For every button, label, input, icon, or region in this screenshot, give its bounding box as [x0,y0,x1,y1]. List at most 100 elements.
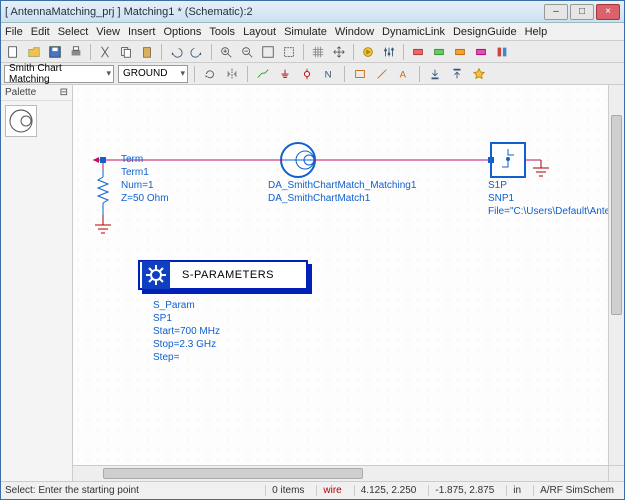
smith-label[interactable]: DA_SmithChartMatch_Matching1 DA_SmithCha… [268,179,416,205]
text-icon[interactable]: A [395,65,413,83]
menu-edit[interactable]: Edit [31,26,50,38]
ground-icon[interactable] [276,65,294,83]
line-icon[interactable] [373,65,391,83]
snp-t: S1P [488,179,610,192]
sparam-l2: SP1 [153,312,220,325]
separator-icon [211,44,212,60]
term-label[interactable]: Term Term1 Num=1 Z=50 Ohm [121,153,169,205]
tune-icon[interactable] [380,43,398,61]
sparam-gear-icon [142,261,170,289]
save-icon[interactable] [46,43,64,61]
menu-file[interactable]: File [5,26,23,38]
menu-insert[interactable]: Insert [128,26,156,38]
sparam-block[interactable]: S-PARAMETERS [138,260,308,290]
sparam-l4: Stop=2.3 GHz [153,338,220,351]
status-items: 0 items [265,485,310,496]
snp-file: File="C:\Users\Default\Ante [488,205,610,218]
library-icon[interactable] [493,43,511,61]
component-icon[interactable] [409,43,427,61]
close-button[interactable]: × [596,4,620,20]
menu-bar: File Edit Select View Insert Options Too… [1,23,624,41]
grid-icon[interactable] [309,43,327,61]
scrollbar-thumb-h[interactable] [103,468,363,479]
redo-icon[interactable] [188,43,206,61]
sparam-title: S-PARAMETERS [172,269,284,281]
menu-view[interactable]: View [96,26,120,38]
undo-icon[interactable] [167,43,185,61]
menu-designguide[interactable]: DesignGuide [453,26,517,38]
menu-layout[interactable]: Layout [243,26,276,38]
titlebar: [ AntennaMatching_prj ] Matching1 * (Sch… [1,1,624,23]
separator-icon [194,66,195,82]
palette-title: Palette [5,87,36,98]
zoom-in-icon[interactable] [217,43,235,61]
menu-select[interactable]: Select [58,26,89,38]
push-icon[interactable] [426,65,444,83]
palette-item-smith[interactable] [5,105,37,137]
component-combo[interactable]: GROUND [118,65,188,83]
term-z: Z=50 Ohm [121,192,169,205]
open-icon[interactable] [25,43,43,61]
component-combo-value: GROUND [123,68,167,79]
paste-icon[interactable] [138,43,156,61]
svg-text:N: N [325,69,332,80]
new-icon[interactable] [4,43,22,61]
name-icon[interactable]: N [320,65,338,83]
wire-icon[interactable] [254,65,272,83]
port-icon[interactable] [298,65,316,83]
sparam-l5: Step= [153,351,220,364]
maximize-button[interactable]: □ [570,4,594,20]
status-units: in [506,485,527,496]
rect-icon[interactable] [351,65,369,83]
menu-dynamiclink[interactable]: DynamicLink [382,26,445,38]
separator-icon [419,66,420,82]
term-num: Num=1 [121,179,169,192]
mirror-icon[interactable] [223,65,241,83]
zoom-fit-icon[interactable] [259,43,277,61]
rotate-icon[interactable] [201,65,219,83]
toolbar-main [1,41,624,63]
separator-icon [403,44,404,60]
menu-window[interactable]: Window [335,26,374,38]
star-icon[interactable] [470,65,488,83]
status-context: A/RF SimSchem [533,485,620,496]
status-mode: wire [316,485,347,496]
separator-icon [90,44,91,60]
snp-name: SNP1 [488,192,610,205]
simulate-icon[interactable] [359,43,377,61]
sparam-l3: Start=700 MHz [153,325,220,338]
component3-icon[interactable] [451,43,469,61]
print-icon[interactable] [67,43,85,61]
menu-tools[interactable]: Tools [209,26,235,38]
snp-label[interactable]: S1P SNP1 File="C:\Users\Default\Ante [488,179,610,218]
menu-help[interactable]: Help [525,26,548,38]
scrollbar-horizontal[interactable] [73,465,608,481]
scrollbar-vertical[interactable] [608,85,624,465]
component2-icon[interactable] [430,43,448,61]
canvas[interactable]: Term Term1 Num=1 Z=50 Ohm DA_SmithChartM… [73,85,624,481]
copy-icon[interactable] [117,43,135,61]
pan-icon[interactable] [330,43,348,61]
term-name: Term1 [121,166,169,179]
component4-icon[interactable] [472,43,490,61]
sparam-text[interactable]: S_Param SP1 Start=700 MHz Stop=2.3 GHz S… [153,299,220,364]
palette-header: Palette ⊟ [1,85,72,101]
menu-simulate[interactable]: Simulate [284,26,327,38]
window-title: [ AntennaMatching_prj ] Matching1 * (Sch… [5,6,544,18]
palette-panel: Palette ⊟ [1,85,73,481]
menu-options[interactable]: Options [163,26,201,38]
zoom-out-icon[interactable] [238,43,256,61]
minimize-button[interactable]: – [544,4,568,20]
scrollbar-thumb-v[interactable] [611,115,622,315]
app-window: [ AntennaMatching_prj ] Matching1 * (Sch… [0,0,625,500]
separator-icon [353,44,354,60]
separator-icon [344,66,345,82]
scrollbar-corner [608,465,624,481]
palette-pin-icon[interactable]: ⊟ [60,87,68,98]
cut-icon[interactable] [96,43,114,61]
status-hint: Select: Enter the starting point [5,485,139,496]
pop-icon[interactable] [448,65,466,83]
palette-combo[interactable]: Smith Chart Matching [4,65,114,83]
zoom-area-icon[interactable] [280,43,298,61]
smith-l1: DA_SmithChartMatch_Matching1 [268,179,416,192]
